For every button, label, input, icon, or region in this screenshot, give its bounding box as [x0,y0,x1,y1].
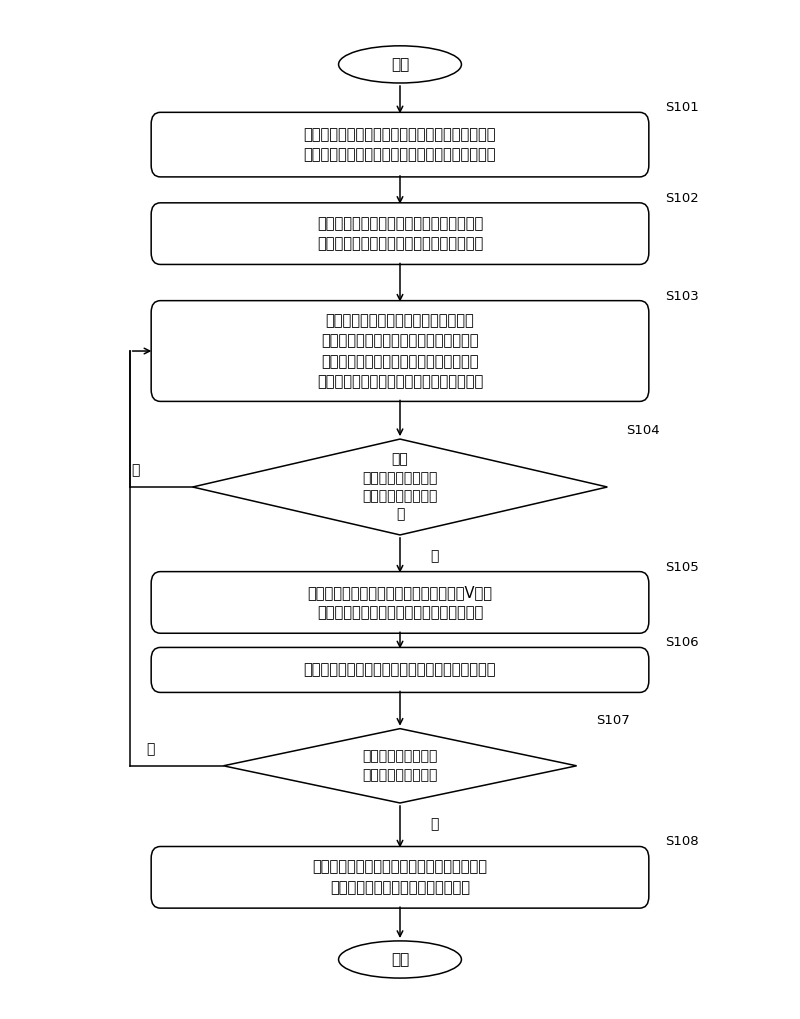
FancyBboxPatch shape [151,647,649,693]
Text: S104: S104 [626,424,660,437]
Text: 开始: 开始 [391,57,409,72]
Text: S102: S102 [665,192,698,205]
Text: 判断
所述平均値是否落入
所述准污点标准値范
围: 判断 所述平均値是否落入 所述准污点标准値范 围 [362,452,438,522]
Text: S105: S105 [665,560,698,574]
Ellipse shape [338,941,462,978]
Text: 否: 否 [146,742,154,756]
Text: 分别初始化设置用于区别准污点与非污点的准污点
标准値范围以及用于区别污点与噪点的污点标准値: 分别初始化设置用于区别准污点与非污点的准污点 标准値范围以及用于区别污点与噪点的… [304,127,496,162]
Text: S107: S107 [596,713,630,727]
Text: 判断该标准差値是否
大于所述污点标准値: 判断该标准差値是否 大于所述污点标准値 [362,750,438,782]
Text: S108: S108 [665,836,698,849]
Text: 若该标准差値大于标准値，则该标准差値所对
应的准污点为污点，并将该污点标出: 若该标准差値大于标准値，则该标准差値所对 应的准污点为污点，并将该污点标出 [313,860,487,895]
FancyBboxPatch shape [151,203,649,265]
Text: 将所取得的像素阵列中一像素点的亮度
値与该像素点周边的像素点的亮度値作比
较，求其差値，并求该像素点的亮度値与
该点周边各像素点的亮度値的差値的平均値: 将所取得的像素阵列中一像素点的亮度 値与该像素点周边的像素点的亮度値作比 较，求… [317,313,483,389]
FancyBboxPatch shape [151,572,649,633]
Text: 否: 否 [131,464,139,477]
Text: 结束: 结束 [391,952,409,967]
Polygon shape [223,729,577,803]
Text: 是: 是 [430,549,439,564]
Text: S101: S101 [665,101,698,114]
Text: S103: S103 [665,289,698,303]
Text: 对该准污点与该准污点周边的像素点求其标准差値: 对该准污点与该准污点周边的像素点求其标准差値 [304,662,496,678]
Text: S106: S106 [665,637,698,649]
FancyBboxPatch shape [151,112,649,177]
Ellipse shape [338,46,462,83]
Polygon shape [193,439,607,535]
Text: 使待检测影像感测晶片获取任一影像，并从
该影像的像素阵列中取得各像素点的亮度値: 使待检测影像感测晶片获取任一影像，并从 该影像的像素阵列中取得各像素点的亮度値 [317,216,483,252]
Text: 若所述平均値落入所述准污点标准値范围V，则
认为该点为准污点，并标出该准污点的位置: 若所述平均値落入所述准污点标准値范围V，则 认为该点为准污点，并标出该准污点的位… [307,585,493,621]
Text: 是: 是 [430,817,439,832]
FancyBboxPatch shape [151,847,649,908]
FancyBboxPatch shape [151,301,649,401]
